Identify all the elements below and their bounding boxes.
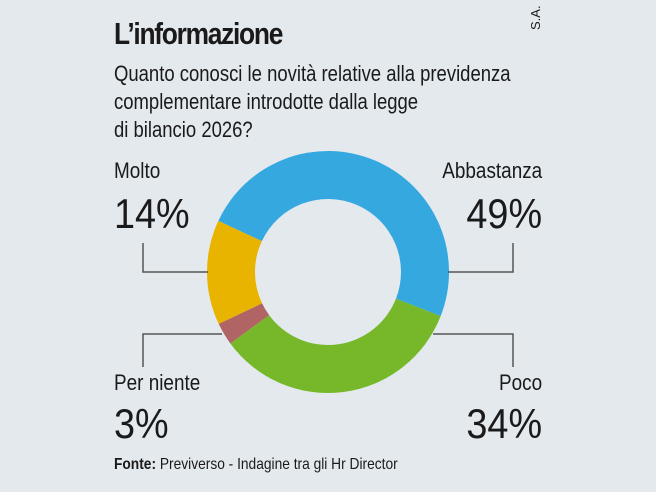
value-molto: 14% — [114, 190, 190, 237]
leader-line-per-niente — [142, 333, 222, 367]
value-poco: 34% — [466, 400, 542, 447]
slice-abbastanza — [218, 151, 449, 317]
label-poco: Poco — [498, 370, 542, 395]
value-abbastanza: 49% — [466, 190, 542, 237]
slice-molto — [207, 220, 263, 324]
value-per-niente: 3% — [114, 400, 169, 447]
subtitle-line-3: di bilancio 2026? — [114, 117, 253, 142]
leader-line-molto — [142, 243, 208, 273]
chart-title: L’informazione — [114, 16, 283, 51]
label-molto: Molto — [114, 158, 161, 183]
subtitle-line-1: Quanto conosci le novità relative alla p… — [114, 61, 511, 86]
slice-poco — [230, 298, 441, 393]
label-per-niente: Per niente — [114, 370, 201, 395]
source: Fonte: Previverso - Indagine tra gli Hr … — [114, 456, 398, 474]
chart-subtitle: Quanto conosci le novità relative alla p… — [114, 60, 511, 144]
leader-line-abbastanza — [448, 243, 514, 273]
source-label: Fonte: — [114, 456, 157, 473]
slice-per-niente — [218, 303, 270, 344]
leader-line-poco — [433, 333, 514, 367]
subtitle-line-2: complementare introdotte dalla legge — [114, 89, 419, 114]
source-text: Previverso - Indagine tra gli Hr Directo… — [156, 456, 398, 473]
label-abbastanza: Abbastanza — [442, 158, 542, 183]
